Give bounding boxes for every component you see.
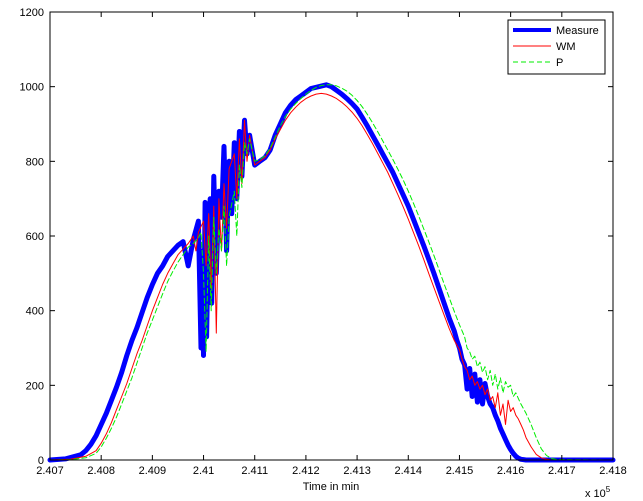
x-tick-label: 2.415 <box>446 465 474 477</box>
y-tick-label: 400 <box>26 306 44 318</box>
x-tick-label: 2.416 <box>497 465 525 477</box>
x-axis-exponent: x 105 <box>585 485 611 500</box>
y-tick-label: 1200 <box>20 7 44 19</box>
x-tick-label: 2.411 <box>241 465 268 477</box>
x-tick-label: 2.417 <box>548 465 576 477</box>
x-tick-label: 2.418 <box>599 465 627 477</box>
x-axis-label: Time in min <box>303 481 359 493</box>
x-tick-label: 2.413 <box>343 465 371 477</box>
legend-label-measure: Measure <box>556 25 599 37</box>
legend-label-wm: WM <box>556 41 576 53</box>
series-line-p <box>49 84 614 461</box>
y-tick-label: 1000 <box>20 82 44 94</box>
series-line-measure <box>47 82 616 463</box>
y-tick-label: 200 <box>26 380 44 392</box>
legend: Measure WM P <box>507 19 606 75</box>
x-tick-label: 2.408 <box>87 465 115 477</box>
x-axis-exponent-power: 5 <box>606 485 611 494</box>
x-axis-exponent-base: x 10 <box>585 488 606 500</box>
y-tick-label: 600 <box>26 231 44 243</box>
x-tick-label: 2.414 <box>395 465 423 477</box>
x-tick-label: 2.412 <box>292 465 320 477</box>
legend-label-p: P <box>556 57 563 69</box>
series-layer <box>47 82 616 463</box>
x-tick-label: 2.41 <box>193 465 214 477</box>
y-tick-label: 0 <box>38 455 44 467</box>
y-tick-label: 800 <box>26 156 44 168</box>
x-tick-label: 2.409 <box>139 465 167 477</box>
x-tick-label: 2.407 <box>36 465 64 477</box>
ticks-layer: 2.407 2.408 2.409 2.41 2.411 2.412 2.413 2.414 2… <box>20 7 627 477</box>
series-line-wm <box>49 92 614 461</box>
plot-frame <box>49 11 614 461</box>
